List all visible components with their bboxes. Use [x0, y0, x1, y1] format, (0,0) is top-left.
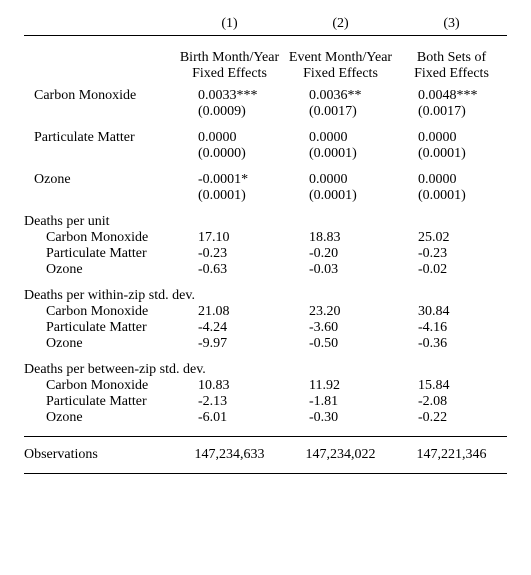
row-value: 25.02: [396, 230, 450, 246]
row-value: -0.50: [285, 336, 338, 352]
coef-stars: ***: [457, 88, 478, 103]
table-row: Carbon Monoxide 21.08 23.20 30.84: [24, 304, 507, 320]
row-value: -4.24: [174, 320, 227, 336]
coef-est: 0.0000: [198, 130, 237, 145]
panel-title: Deaths per unit: [24, 204, 507, 230]
row-label: Carbon Monoxide: [24, 378, 174, 394]
bottom-rule: [24, 474, 507, 475]
row-value: 18.83: [285, 230, 341, 246]
row-value: -6.01: [174, 410, 227, 426]
row-label: Particulate Matter: [24, 394, 174, 410]
coef-se: (0.0017): [396, 104, 466, 120]
row-value: 11.92: [285, 378, 340, 394]
row-label: Particulate Matter: [24, 246, 174, 262]
coef-row: Carbon Monoxide 0.0033*** 0.0036** 0.004…: [24, 88, 507, 104]
colnum-1: (1): [174, 16, 285, 32]
row-value: -2.08: [396, 394, 447, 410]
header-numbers-row: (1) (2) (3): [24, 16, 507, 32]
header-labels-row: Birth Month/YearFixed Effects Event Mont…: [24, 36, 507, 88]
table-row: Carbon Monoxide 10.83 11.92 15.84: [24, 378, 507, 394]
row-label: Ozone: [24, 262, 174, 278]
coef-row: Ozone -0.0001* 0.0000 0.0000: [24, 162, 507, 188]
table-row: Particulate Matter -0.23 -0.20 -0.23: [24, 246, 507, 262]
colhdr-1: Birth Month/YearFixed Effects: [174, 36, 285, 88]
coef-stars: ***: [237, 88, 258, 103]
coef-est: 0.0048: [418, 88, 457, 103]
coef-label: Ozone: [24, 162, 174, 188]
obs-value: 147,221,346: [396, 437, 507, 463]
row-value: 30.84: [396, 304, 450, 320]
coef-se: (0.0001): [174, 188, 246, 204]
table-row: Ozone -6.01 -0.30 -0.22: [24, 410, 507, 426]
coef-est: 0.0000: [309, 172, 348, 187]
coef-se: (0.0000): [174, 146, 246, 162]
coef-est: 0.0000: [418, 172, 457, 187]
table-row: Particulate Matter -2.13 -1.81 -2.08: [24, 394, 507, 410]
se-row: (0.0001) (0.0001) (0.0001): [24, 188, 507, 204]
obs-label: Observations: [24, 437, 174, 463]
row-value: -0.36: [396, 336, 447, 352]
row-value: -0.22: [396, 410, 447, 426]
row-value: -0.30: [285, 410, 338, 426]
regression-table: (1) (2) (3) Birth Month/YearFixed Effect…: [24, 16, 507, 474]
panel-title-row: Deaths per unit: [24, 204, 507, 230]
se-row: (0.0009) (0.0017) (0.0017): [24, 104, 507, 120]
coef-se: (0.0001): [285, 146, 357, 162]
row-value: -0.03: [285, 262, 338, 278]
row-label: Ozone: [24, 336, 174, 352]
row-value: 10.83: [174, 378, 230, 394]
table-row: Ozone -0.63 -0.03 -0.02: [24, 262, 507, 278]
row-value: 17.10: [174, 230, 230, 246]
row-value: -0.23: [174, 246, 227, 262]
coef-row: Particulate Matter 0.0000 0.0000 0.0000: [24, 120, 507, 146]
row-value: -0.63: [174, 262, 227, 278]
table-row: Particulate Matter -4.24 -3.60 -4.16: [24, 320, 507, 336]
coef-stars: *: [241, 172, 248, 187]
panel-title: Deaths per between-zip std. dev.: [24, 352, 507, 378]
row-value: -3.60: [285, 320, 338, 336]
colnum-3: (3): [396, 16, 507, 32]
coef-se: (0.0017): [285, 104, 357, 120]
colhdr-2: Event Month/YearFixed Effects: [285, 36, 396, 88]
coef-est: 0.0000: [309, 130, 348, 145]
panel-title: Deaths per within-zip std. dev.: [24, 278, 507, 304]
row-value: -9.97: [174, 336, 227, 352]
colnum-2: (2): [285, 16, 396, 32]
coef-label: Particulate Matter: [24, 120, 174, 146]
coef-se: (0.0001): [396, 146, 466, 162]
se-row: (0.0000) (0.0001) (0.0001): [24, 146, 507, 162]
row-value: -0.20: [285, 246, 338, 262]
row-value: 23.20: [285, 304, 341, 320]
coef-est: 0.0033: [198, 88, 237, 103]
obs-value: 147,234,022: [285, 437, 396, 463]
coef-se: (0.0001): [285, 188, 357, 204]
panel-title-row: Deaths per between-zip std. dev.: [24, 352, 507, 378]
coef-est: -0.0001: [198, 172, 241, 187]
row-label: Carbon Monoxide: [24, 304, 174, 320]
row-value: -2.13: [174, 394, 227, 410]
coef-se: (0.0001): [396, 188, 466, 204]
panel-title-row: Deaths per within-zip std. dev.: [24, 278, 507, 304]
row-label: Carbon Monoxide: [24, 230, 174, 246]
row-value: -0.02: [396, 262, 447, 278]
coef-est: 0.0036: [309, 88, 348, 103]
row-value: -1.81: [285, 394, 338, 410]
row-value: -4.16: [396, 320, 447, 336]
row-label: Ozone: [24, 410, 174, 426]
row-value: 21.08: [174, 304, 230, 320]
coef-est: 0.0000: [418, 130, 457, 145]
table-row: Carbon Monoxide 17.10 18.83 25.02: [24, 230, 507, 246]
colhdr-3: Both Sets ofFixed Effects: [396, 36, 507, 88]
coef-se: (0.0009): [174, 104, 246, 120]
row-value: 15.84: [396, 378, 450, 394]
coef-stars: **: [348, 88, 362, 103]
observations-row: Observations 147,234,633 147,234,022 147…: [24, 437, 507, 463]
table-row: Ozone -9.97 -0.50 -0.36: [24, 336, 507, 352]
row-label: Particulate Matter: [24, 320, 174, 336]
obs-value: 147,234,633: [174, 437, 285, 463]
row-value: -0.23: [396, 246, 447, 262]
coef-label: Carbon Monoxide: [24, 88, 174, 104]
